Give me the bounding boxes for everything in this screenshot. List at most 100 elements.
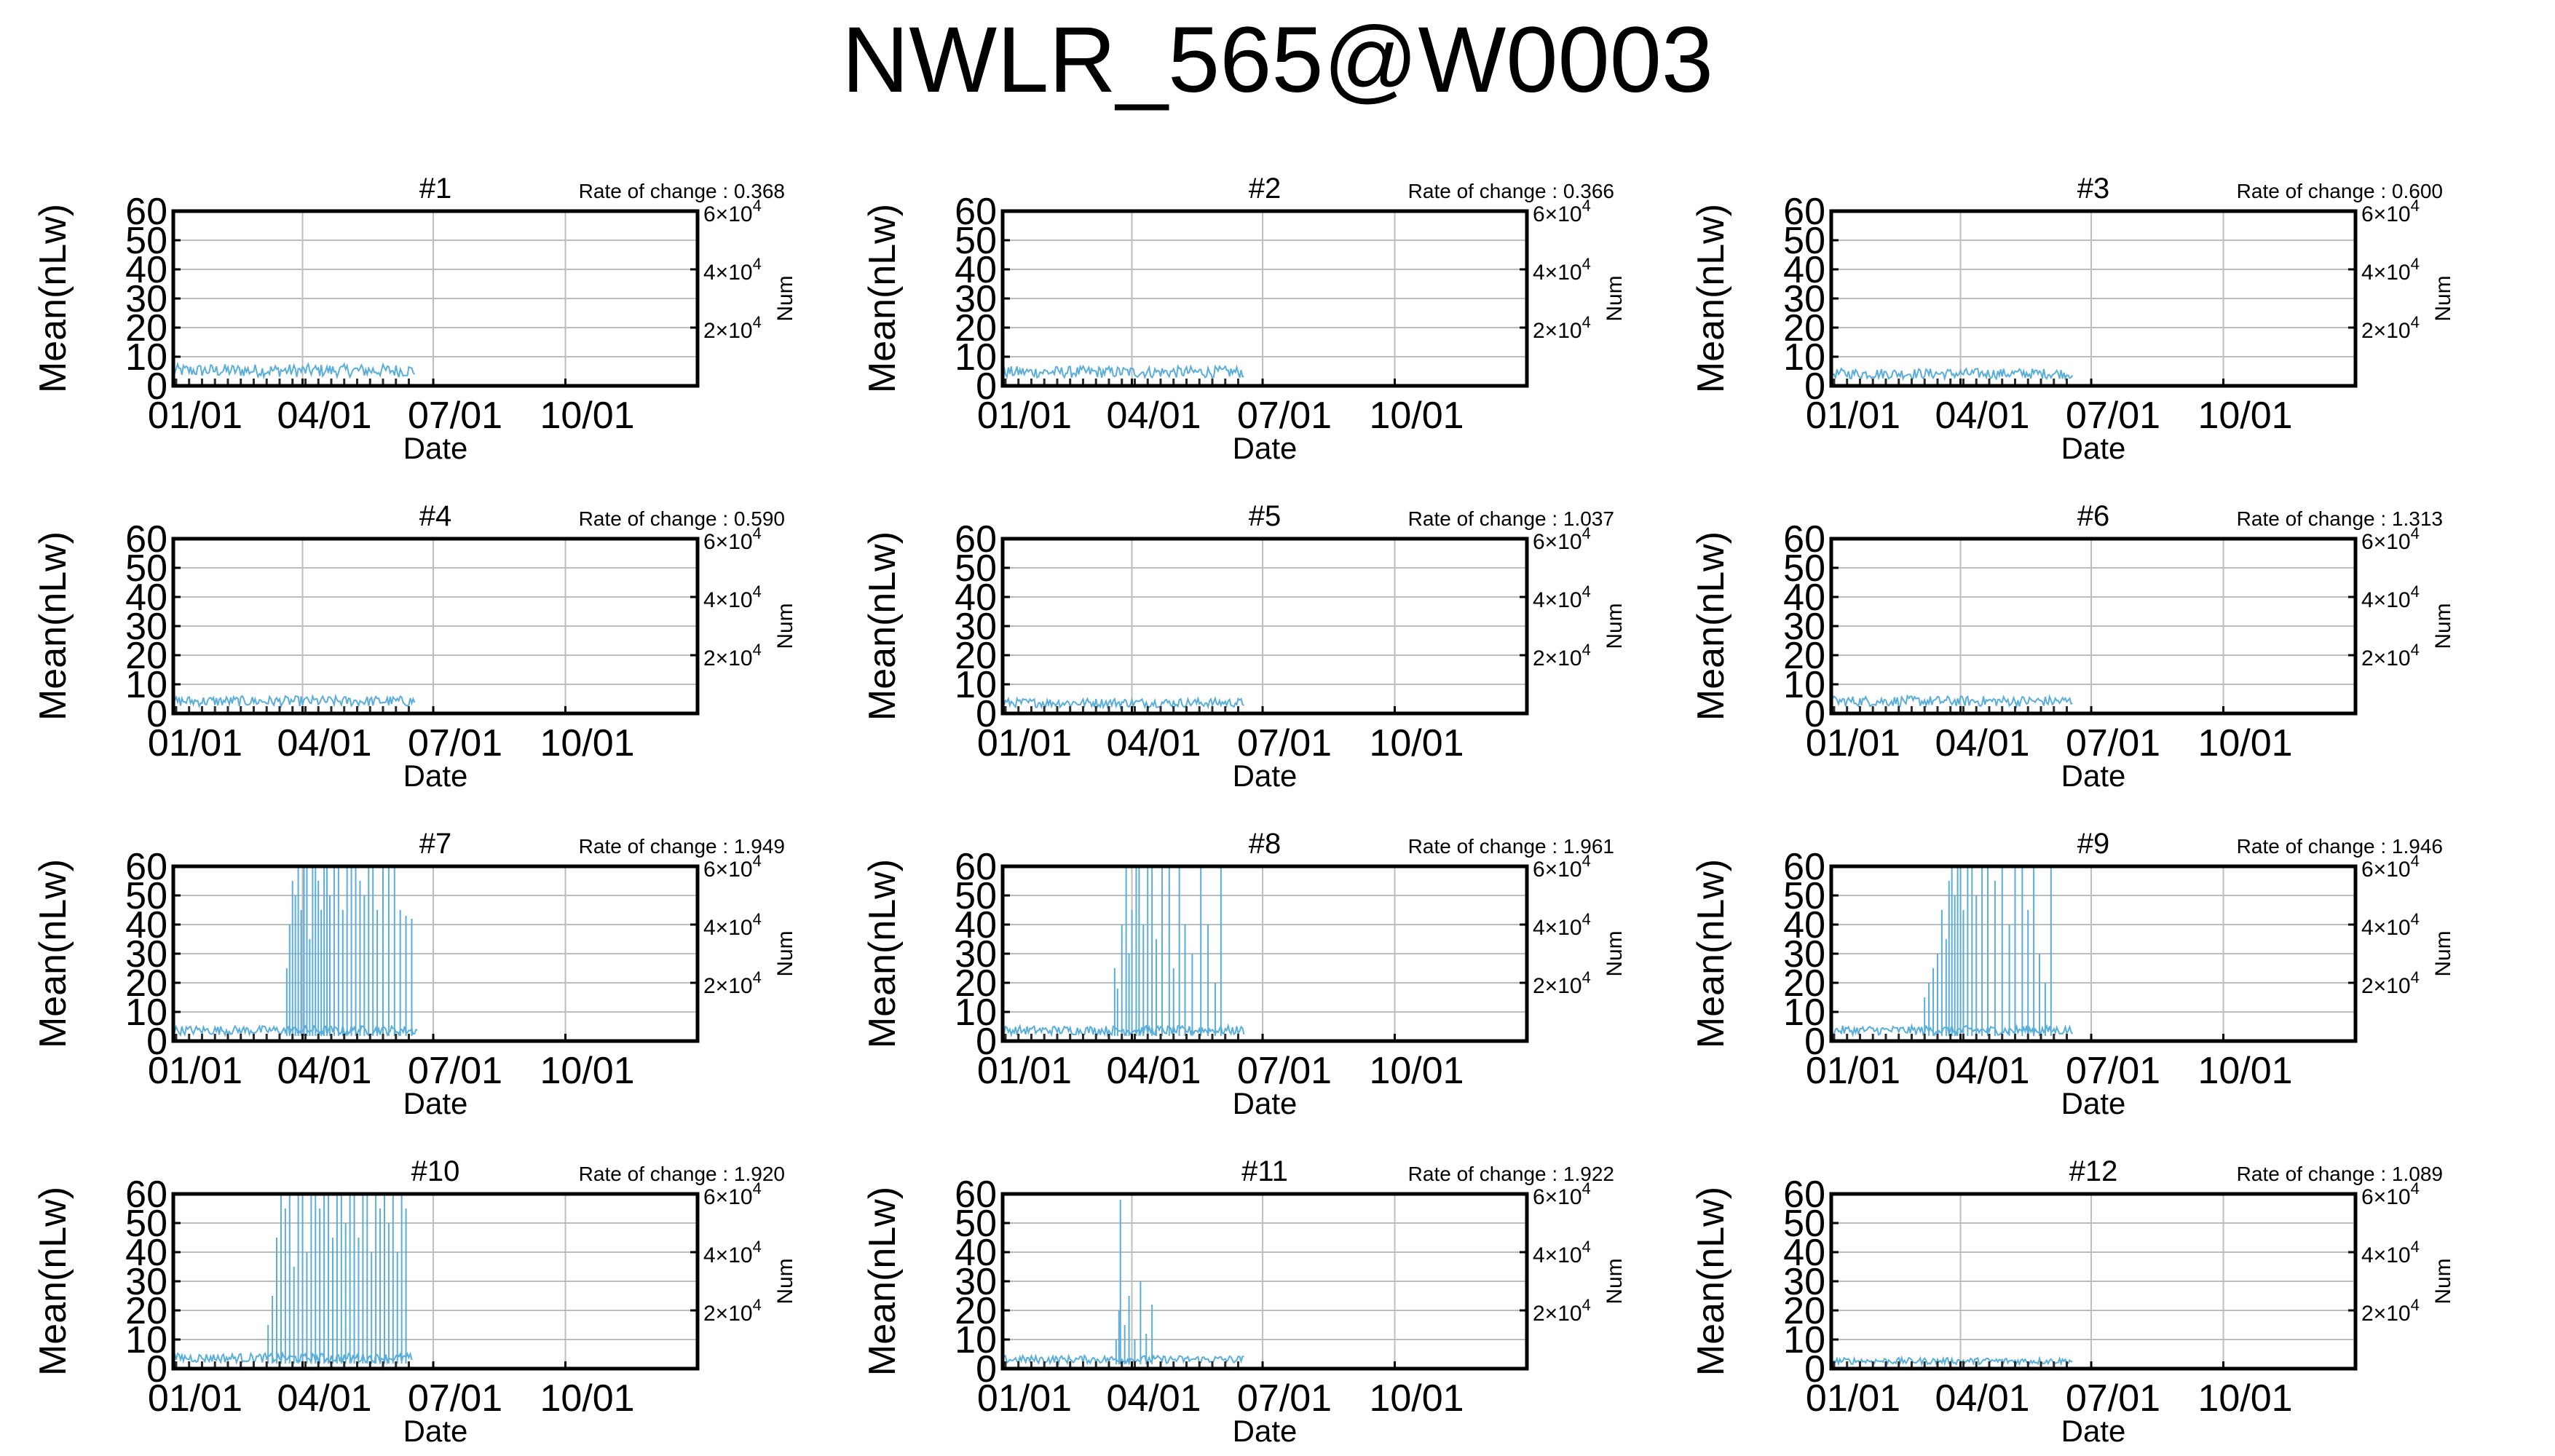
- x-axis-label: Date: [403, 431, 468, 465]
- num-marker: [317, 379, 320, 384]
- num-marker: [252, 706, 255, 712]
- y-tick-label: 10: [125, 1319, 167, 1361]
- x-tick-label: 10/01: [2197, 395, 2292, 437]
- num-marker: [1846, 379, 1849, 384]
- num-marker: [2066, 1034, 2069, 1040]
- y2-tick-label: 6×104: [703, 1179, 762, 1209]
- y2-tick-label: 4×104: [703, 1238, 762, 1267]
- y-axis-label: Mean(nLw): [1690, 1187, 1732, 1376]
- num-marker: [2013, 379, 2016, 384]
- y2-axis-label: Num: [773, 275, 797, 321]
- num-marker: [1146, 1034, 1149, 1040]
- num-marker: [408, 1034, 411, 1040]
- panel-title: #10: [411, 1155, 460, 1187]
- x-tick-label: 10/01: [2197, 1050, 2292, 1092]
- num-marker: [1975, 1034, 1978, 1040]
- num-marker: [213, 1034, 216, 1040]
- y-tick-label: 40: [1783, 577, 1825, 619]
- y-tick-label: 50: [1783, 220, 1825, 262]
- y-tick-label: 60: [1783, 518, 1825, 561]
- y-tick-label: 10: [125, 336, 167, 379]
- y-tick-label: 20: [955, 962, 997, 1005]
- y-tick-label: 20: [955, 307, 997, 349]
- num-marker: [240, 1034, 242, 1040]
- page-title: NWLR_565@W0003: [841, 8, 1714, 112]
- x-tick-label: 04/01: [1935, 1050, 2029, 1092]
- num-marker: [304, 1361, 307, 1367]
- series-line: [1831, 694, 2073, 709]
- num-marker: [1146, 706, 1149, 712]
- num-marker: [1923, 1034, 1926, 1040]
- num-marker: [1898, 1361, 1900, 1367]
- num-marker: [2039, 379, 2042, 384]
- y-tick-label: 40: [125, 249, 167, 291]
- num-marker: [252, 1034, 255, 1040]
- y-tick-label: 50: [955, 220, 997, 262]
- y2-tick-label: 4×104: [1533, 582, 1591, 612]
- x-tick-label: 10/01: [540, 1377, 634, 1420]
- num-marker: [1172, 379, 1175, 384]
- x-axis-label: Date: [1233, 1414, 1298, 1448]
- num-marker: [1017, 379, 1020, 384]
- y-tick-label: 40: [955, 577, 997, 619]
- num-marker: [226, 1034, 229, 1040]
- y-tick-label: 40: [955, 904, 997, 946]
- y2-tick-label: 4×104: [1533, 1238, 1591, 1267]
- y-tick-label: 50: [125, 1203, 167, 1245]
- x-axis-label: Date: [1233, 759, 1298, 793]
- num-marker: [1936, 706, 1939, 712]
- num-marker: [1043, 706, 1046, 712]
- num-marker: [395, 706, 398, 712]
- num-marker: [1056, 706, 1059, 712]
- y-tick-label: 0: [1804, 693, 1825, 735]
- num-marker: [1107, 1034, 1110, 1040]
- num-marker: [2013, 1361, 2016, 1367]
- y-tick-label: 60: [955, 1174, 997, 1216]
- num-marker: [1833, 706, 1836, 712]
- num-marker: [1923, 706, 1926, 712]
- num-marker: [1962, 379, 1964, 384]
- y2-tick-label: 4×104: [1533, 910, 1591, 940]
- x-axis-label: Date: [2061, 431, 2126, 465]
- x-tick-label: 01/01: [1806, 395, 1900, 437]
- num-marker: [343, 706, 346, 712]
- y2-tick-label: 2×104: [1533, 968, 1591, 998]
- num-marker: [1185, 1361, 1188, 1367]
- num-marker: [1133, 379, 1136, 384]
- y-tick-label: 0: [1804, 365, 1825, 408]
- num-marker: [240, 1361, 242, 1367]
- num-marker: [2053, 379, 2056, 384]
- num-marker: [1949, 706, 1952, 712]
- rate-of-change: Rate of change : 1.946: [2237, 835, 2443, 858]
- x-tick-label: 10/01: [540, 722, 634, 764]
- num-marker: [1910, 1034, 1913, 1040]
- y-tick-label: 60: [955, 518, 997, 561]
- y-tick-label: 60: [125, 191, 167, 233]
- num-marker: [1043, 1361, 1046, 1367]
- x-tick-label: 10/01: [1369, 722, 1464, 764]
- num-marker: [1094, 379, 1097, 384]
- y2-axis-label: Num: [2431, 275, 2455, 321]
- rate-of-change: Rate of change : 1.037: [1408, 507, 1614, 530]
- panel-title: #3: [2077, 173, 2110, 205]
- y-tick-label: 10: [1783, 336, 1825, 379]
- x-tick-label: 10/01: [1369, 1050, 1464, 1092]
- num-marker: [175, 706, 178, 712]
- y-tick-label: 0: [146, 693, 167, 735]
- y-tick-label: 50: [955, 1203, 997, 1245]
- num-marker: [1871, 379, 1874, 384]
- num-marker: [188, 379, 191, 384]
- y2-tick-label: 6×104: [1533, 852, 1591, 882]
- num-marker: [200, 706, 203, 712]
- num-marker: [1030, 1034, 1032, 1040]
- y2-axis-label: Num: [1603, 603, 1627, 649]
- x-tick-label: 01/01: [977, 722, 1072, 764]
- num-marker: [1898, 379, 1900, 384]
- y-tick-label: 40: [1783, 249, 1825, 291]
- num-marker: [1936, 1361, 1939, 1367]
- y-tick-label: 10: [125, 992, 167, 1034]
- y2-axis-label: Num: [1603, 930, 1627, 976]
- y-tick-label: 40: [1783, 1232, 1825, 1274]
